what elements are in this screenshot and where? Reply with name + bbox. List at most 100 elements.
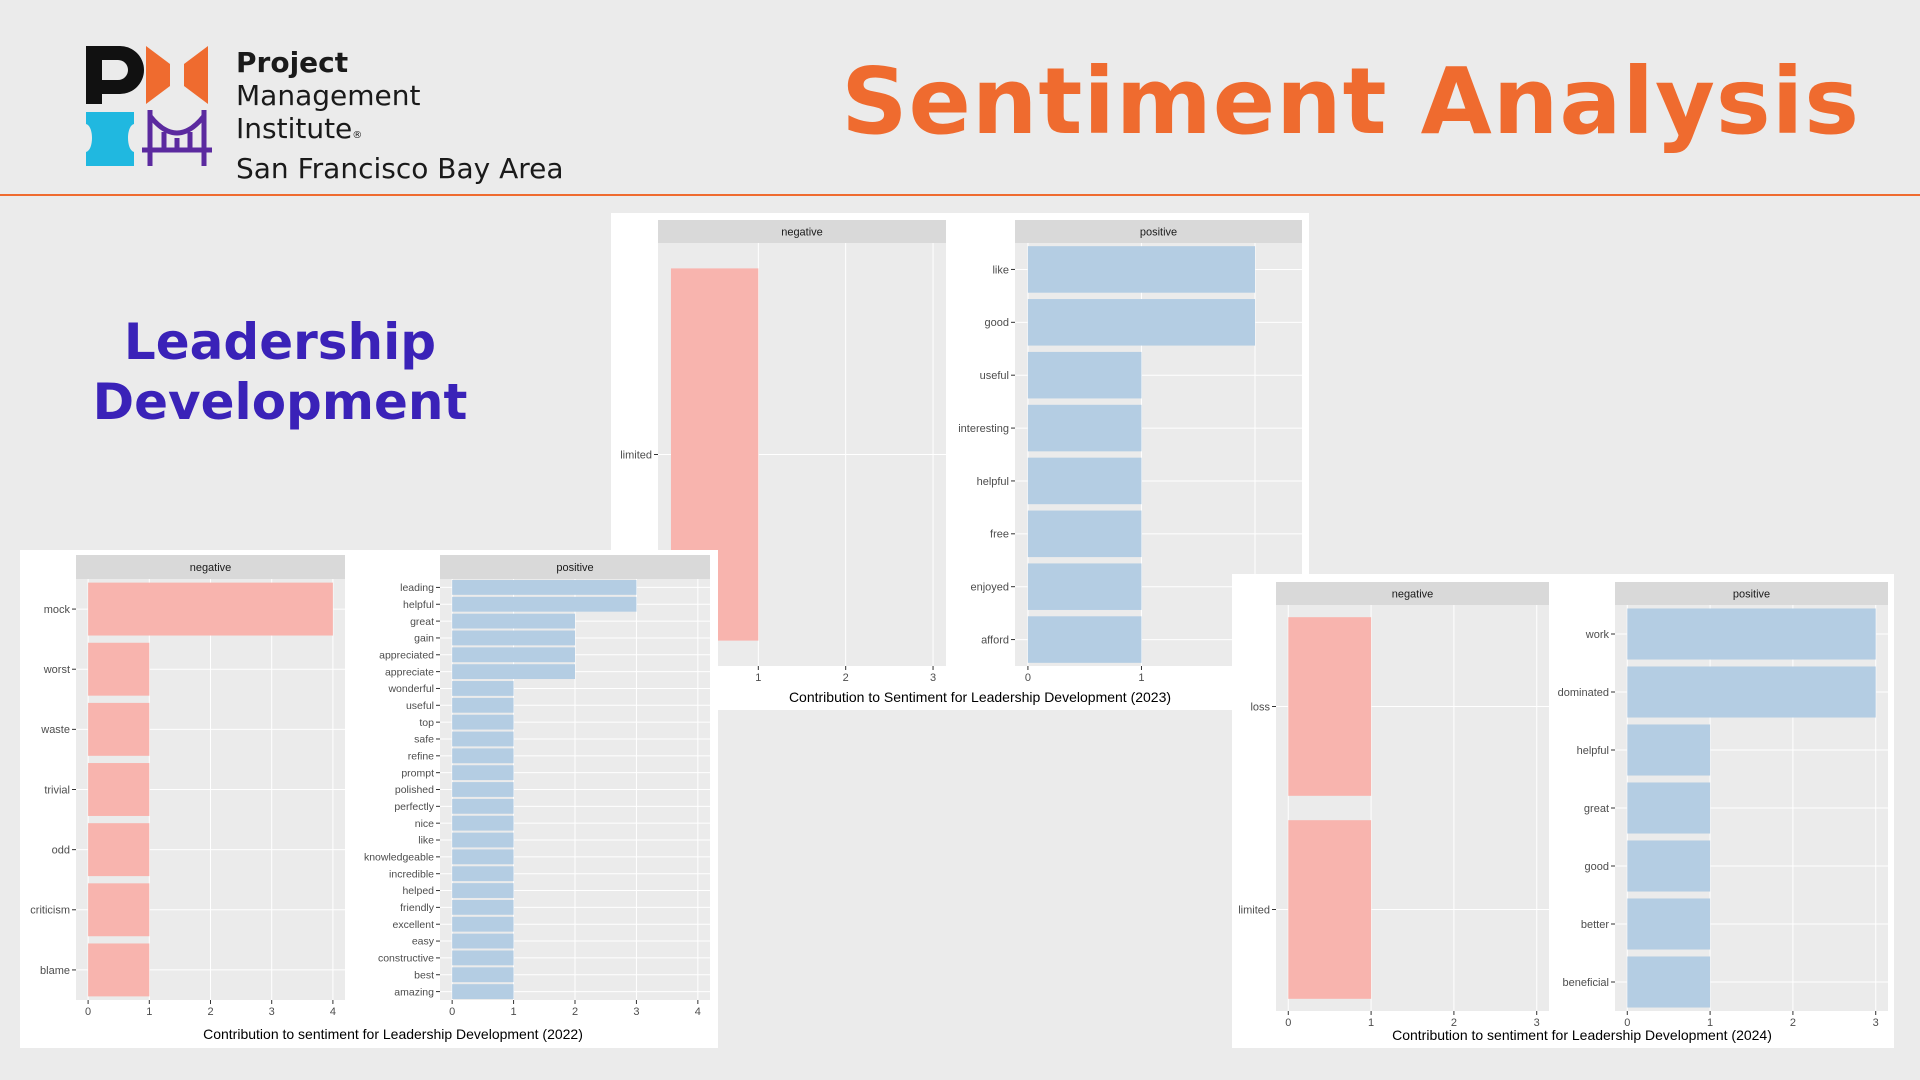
bar-positive-wonderful — [452, 681, 514, 696]
tick-label-positive-helpful: helpful — [1577, 745, 1609, 757]
tick-label-x-0: 0 — [1285, 1017, 1291, 1029]
bar-positive-best — [452, 967, 514, 983]
x-axis-title: Contribution to Sentiment for Leadership… — [789, 689, 1171, 705]
tick-label-negative-limited: limited — [1238, 904, 1270, 916]
tick-label-positive-safe: safe — [414, 734, 434, 746]
tick-label-positive-afford: afford — [981, 634, 1009, 646]
bar-positive-nice — [452, 815, 514, 831]
pmi-logo: Project Management Institute® San Franci… — [86, 46, 586, 185]
tick-label-positive-perfectly: perfectly — [394, 801, 434, 813]
tick-label-positive-appreciated: appreciated — [379, 649, 434, 661]
bar-positive-excellent — [452, 916, 514, 932]
tick-label-x-1: 1 — [755, 672, 761, 684]
tick-label-positive-great: great — [1584, 803, 1609, 815]
tick-label-x-3: 3 — [1873, 1017, 1879, 1029]
bar-positive-beneficial — [1627, 956, 1711, 1008]
facet-title-positive: positive — [1140, 227, 1177, 239]
tick-label-negative-limited: limited — [620, 449, 652, 461]
x-axis-title: Contribution to sentiment for Leadership… — [203, 1026, 583, 1042]
tick-label-positive-incredible: incredible — [389, 868, 434, 880]
bar-positive-appreciated — [452, 647, 575, 663]
bar-negative-waste — [88, 702, 150, 756]
tick-label-positive-polished: polished — [395, 784, 434, 796]
tick-label-positive-helpful: helpful — [403, 599, 434, 611]
tick-label-negative-waste: waste — [40, 724, 70, 736]
section-title: Leadership Development — [80, 312, 480, 432]
bar-negative-loss — [1288, 617, 1372, 796]
tick-label-x-2: 2 — [207, 1006, 213, 1018]
bar-positive-perfectly — [452, 798, 514, 814]
bar-positive-like — [452, 832, 514, 848]
chart-panel-2022: negative mock worst waste trivial odd criticis… — [20, 550, 718, 1048]
tick-label-positive-interesting: interesting — [958, 423, 1009, 435]
x-axis-title: Contribution to sentiment for Leadership… — [1392, 1027, 1772, 1043]
bar-positive-refine — [452, 748, 514, 764]
section-title-line-2: Development — [92, 373, 468, 431]
chart-panel-2024: negative loss limited 0 1 2 3 positive work domin… — [1232, 574, 1894, 1048]
tick-label-x-1: 1 — [1368, 1017, 1374, 1029]
tick-label-positive-friendly: friendly — [400, 902, 435, 914]
bar-negative-trivial — [88, 763, 150, 816]
bar-positive-knowledgeable — [452, 849, 514, 865]
bar-positive-useful — [452, 697, 514, 713]
tick-label-positive-great: great — [410, 616, 434, 628]
tick-label-positive-leading: leading — [400, 582, 434, 594]
tick-label-x-2: 2 — [572, 1006, 578, 1018]
bar-negative-mock — [88, 582, 333, 636]
section-title-line-1: Leadership — [123, 313, 437, 371]
registered-mark: ® — [352, 130, 363, 141]
facet-title-negative: negative — [190, 562, 232, 574]
tick-label-x-2: 2 — [843, 672, 849, 684]
tick-label-positive-refine: refine — [408, 750, 434, 762]
logo-line-1: Project — [236, 46, 349, 79]
tick-label-positive-wonderful: wonderful — [387, 683, 434, 695]
bar-positive-dominated — [1627, 666, 1876, 718]
tick-label-positive-gain: gain — [414, 633, 434, 645]
tick-label-x-3: 3 — [269, 1006, 275, 1018]
tick-label-x-1: 1 — [146, 1006, 152, 1018]
tick-label-positive-best: best — [414, 969, 434, 981]
facet-strip-positive — [440, 555, 710, 579]
bar-positive-like — [1027, 246, 1256, 293]
tick-label-x-4: 4 — [695, 1006, 701, 1018]
tick-label-negative-blame: blame — [40, 965, 70, 977]
bar-positive-gain — [452, 630, 575, 646]
chart-panel-2023: negative limited 1 2 3 positive like good useful… — [611, 213, 1309, 710]
tick-label-positive-amazing: amazing — [394, 986, 434, 998]
bar-positive-good — [1627, 840, 1711, 892]
facet-strip-negative — [1276, 582, 1549, 605]
tick-label-positive-enjoyed: enjoyed — [970, 582, 1009, 594]
tick-label-positive-beneficial: beneficial — [1563, 977, 1609, 989]
tick-label-x-2: 2 — [1451, 1017, 1457, 1029]
tick-label-positive-useful: useful — [406, 700, 434, 712]
facet-title-negative: negative — [1392, 589, 1434, 601]
tick-label-negative-trivial: trivial — [44, 784, 70, 796]
bar-negative-criticism — [88, 883, 150, 937]
tick-label-negative-criticism: criticism — [30, 905, 70, 917]
tick-label-negative-mock: mock — [44, 604, 71, 616]
tick-label-x-0: 0 — [449, 1006, 455, 1018]
bar-negative-worst — [88, 642, 150, 696]
slide-title: Sentiment Analysis — [841, 48, 1860, 155]
bar-positive-leading — [452, 580, 637, 595]
tick-label-x-4: 4 — [330, 1006, 336, 1018]
bar-positive-incredible — [452, 866, 514, 882]
facet-strip-positive — [1015, 220, 1302, 243]
tick-label-positive-like: like — [418, 835, 434, 847]
bar-negative-blame — [88, 943, 150, 997]
bar-positive-polished — [452, 782, 514, 797]
tick-label-positive-knowledgeable: knowledgeable — [364, 852, 434, 864]
tick-label-positive-nice: nice — [415, 818, 434, 830]
bar-positive-constructive — [452, 950, 514, 966]
tick-label-x-0: 0 — [1624, 1017, 1630, 1029]
logo-line-4: San Francisco Bay Area — [236, 152, 564, 185]
bar-positive-useful — [1027, 351, 1142, 399]
bar-positive-amazing — [452, 984, 514, 999]
facet-strip-negative — [658, 220, 946, 243]
tick-label-positive-free: free — [990, 529, 1009, 541]
tick-label-positive-helpful: helpful — [977, 476, 1009, 488]
tick-label-negative-loss: loss — [1250, 701, 1270, 713]
bar-positive-helpful — [1027, 457, 1142, 505]
tick-label-x-1: 1 — [511, 1006, 517, 1018]
tick-label-positive-excellent: excellent — [393, 919, 435, 931]
